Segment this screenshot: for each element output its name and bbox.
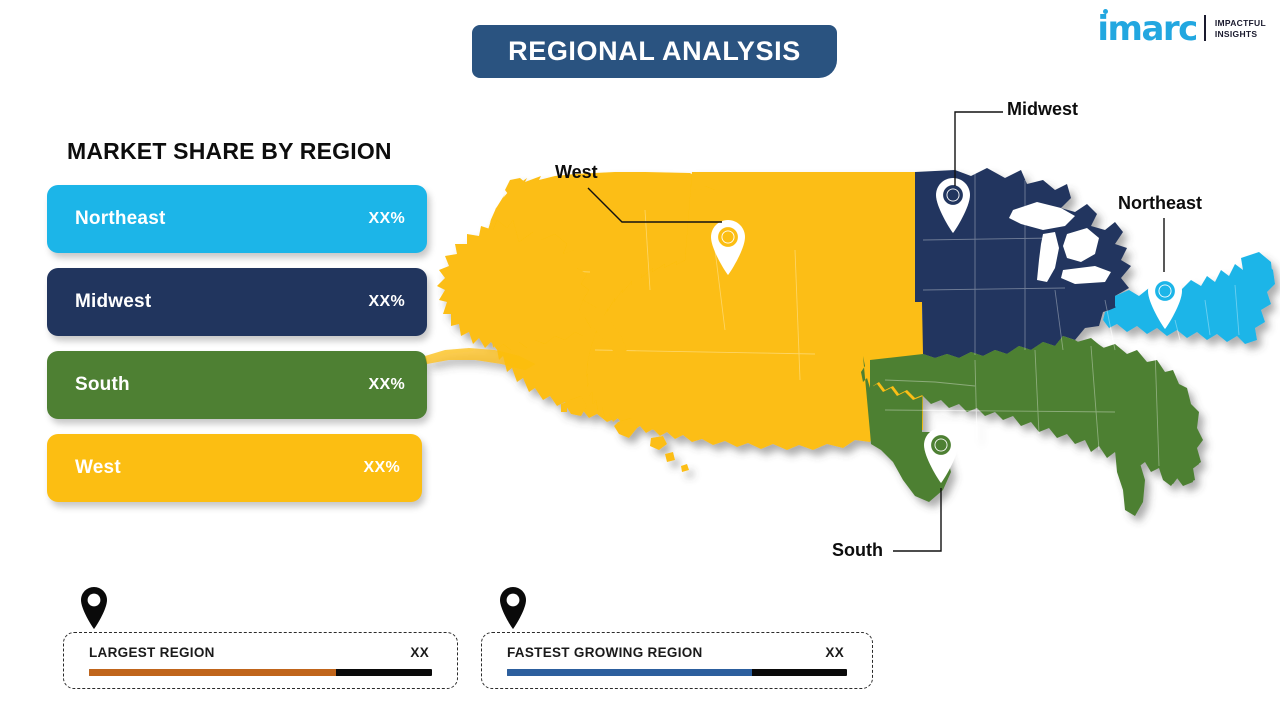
logo-divider (1203, 14, 1206, 41)
map-region-midwest[interactable] (915, 168, 1131, 358)
map-state-borders (544, 172, 1240, 467)
map-region-west-coast-detail (691, 172, 715, 192)
map-lake-erie-strip (1061, 266, 1111, 284)
leader-line-west (587, 187, 722, 223)
map-pin-icon (500, 587, 526, 629)
map-region-hawaii[interactable] (561, 396, 689, 472)
logo-wordmark-text: imarc (1097, 9, 1198, 49)
market-share-bar-south[interactable]: South XX% (47, 351, 427, 419)
map-pin-icon (81, 587, 107, 629)
page-title-text: REGIONAL ANALYSIS (508, 36, 801, 66)
us-regional-map (415, 150, 1280, 570)
logo-dot-icon (1103, 9, 1109, 14)
map-label-west: West (555, 162, 598, 182)
callout-card-largest-region[interactable]: LARGEST REGION XX (63, 632, 458, 689)
callout-progress-track (507, 669, 847, 676)
logo-wordmark: imarc (1097, 9, 1198, 46)
logo-tagline-line2: INSIGHTS (1214, 29, 1258, 40)
bar-label: West (75, 457, 121, 478)
bar-value: XX% (368, 293, 405, 310)
bar-label: Midwest (75, 291, 152, 312)
callout-card-fastest-growing-region[interactable]: FASTEST GROWING REGION XX (481, 632, 873, 689)
map-lake-michigan (1037, 232, 1059, 282)
bar-label: Northeast (75, 208, 166, 229)
map-pin-west[interactable] (711, 220, 745, 275)
market-share-bar-midwest[interactable]: Midwest XX% (47, 268, 427, 336)
page-title: REGIONAL ANALYSIS (472, 25, 837, 78)
map-lake-superior (1009, 202, 1075, 230)
map-label-midwest: Midwest (1007, 99, 1079, 119)
bar-value: XX% (368, 210, 405, 227)
logo-tagline-line1: IMPACTFUL (1214, 17, 1266, 28)
logo-tagline: IMPACTFUL INSIGHTS (1215, 18, 1266, 41)
leader-line-south (893, 488, 942, 552)
map-region-northeast-maine (1241, 252, 1273, 292)
callout-label: LARGEST REGION (89, 645, 215, 660)
map-pin-midwest[interactable] (936, 178, 970, 233)
market-share-heading: MARKET SHARE BY REGION (67, 138, 392, 164)
map-pin-south[interactable] (924, 428, 958, 483)
callout-value: XX (410, 645, 429, 660)
callout-label: FASTEST GROWING REGION (507, 645, 703, 660)
map-region-alaska[interactable] (437, 220, 591, 350)
map-region-west-mainland[interactable] (586, 172, 922, 450)
map-alaska-aleutians (425, 348, 535, 370)
market-share-bar-northeast[interactable]: Northeast XX% (47, 185, 427, 253)
market-share-bar-west[interactable]: West XX% (47, 434, 422, 502)
callout-progress-fill (89, 669, 336, 676)
map-region-northeast-block[interactable] (1103, 262, 1275, 344)
map-region-south-florida (1115, 446, 1145, 516)
map-alaska-panhandle (579, 300, 627, 358)
bar-value: XX% (363, 459, 400, 476)
bar-label: South (75, 374, 130, 395)
market-share-bar-list: Northeast XX% Midwest XX% South XX% West… (47, 185, 432, 517)
leader-line-midwest (954, 111, 1003, 186)
bar-value: XX% (368, 376, 405, 393)
imarc-logo: imarc IMPACTFUL INSIGHTS (1097, 9, 1266, 46)
map-pin-northeast[interactable] (1148, 274, 1182, 329)
callout-progress-fill (507, 669, 752, 676)
callout-progress-track (89, 669, 432, 676)
map-region-south-block[interactable] (870, 336, 1203, 484)
map-lake-huron-erie (1063, 228, 1099, 262)
map-label-northeast: Northeast (1118, 193, 1203, 213)
map-label-south: South (832, 540, 883, 560)
us-map-svg (425, 168, 1275, 516)
callout-value: XX (825, 645, 844, 660)
